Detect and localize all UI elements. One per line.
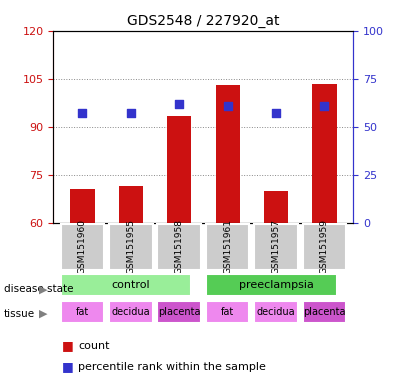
FancyBboxPatch shape: [254, 223, 298, 270]
FancyBboxPatch shape: [157, 301, 201, 323]
Point: [224, 103, 231, 109]
FancyBboxPatch shape: [61, 301, 104, 323]
Text: GSM151958: GSM151958: [175, 219, 184, 274]
Text: control: control: [111, 280, 150, 290]
FancyBboxPatch shape: [109, 301, 152, 323]
FancyBboxPatch shape: [206, 223, 249, 270]
Text: placenta: placenta: [303, 307, 346, 317]
FancyBboxPatch shape: [157, 223, 201, 270]
Bar: [215, 85, 240, 223]
FancyBboxPatch shape: [109, 223, 152, 270]
Text: GSM151959: GSM151959: [320, 219, 329, 274]
Text: decidua: decidua: [111, 307, 150, 317]
Bar: [167, 116, 192, 223]
Point: [127, 110, 134, 116]
Bar: [70, 189, 95, 223]
Text: GSM151955: GSM151955: [126, 219, 135, 274]
Text: GSM151957: GSM151957: [272, 219, 281, 274]
Text: disease state: disease state: [4, 284, 74, 294]
Text: decidua: decidua: [257, 307, 296, 317]
Point: [321, 103, 328, 109]
Text: GSM151960: GSM151960: [78, 219, 87, 274]
Text: ▶: ▶: [39, 284, 47, 294]
Text: fat: fat: [76, 307, 89, 317]
Text: ▶: ▶: [39, 309, 47, 319]
Point: [176, 101, 182, 107]
Point: [79, 110, 86, 116]
Bar: [119, 186, 143, 223]
Text: preeclampsia: preeclampsia: [239, 280, 314, 290]
FancyBboxPatch shape: [61, 223, 104, 270]
FancyBboxPatch shape: [206, 301, 249, 323]
Bar: [312, 84, 337, 223]
Point: [273, 110, 279, 116]
Text: ■: ■: [62, 360, 74, 373]
Text: count: count: [78, 341, 110, 351]
Text: percentile rank within the sample: percentile rank within the sample: [78, 362, 266, 372]
Text: placenta: placenta: [158, 307, 201, 317]
FancyBboxPatch shape: [61, 274, 192, 296]
FancyBboxPatch shape: [302, 223, 346, 270]
FancyBboxPatch shape: [302, 301, 346, 323]
Text: ■: ■: [62, 339, 74, 352]
Title: GDS2548 / 227920_at: GDS2548 / 227920_at: [127, 14, 280, 28]
FancyBboxPatch shape: [206, 274, 337, 296]
Text: tissue: tissue: [4, 309, 35, 319]
Text: fat: fat: [221, 307, 234, 317]
Text: GSM151961: GSM151961: [223, 219, 232, 274]
Bar: [264, 191, 288, 223]
FancyBboxPatch shape: [254, 301, 298, 323]
